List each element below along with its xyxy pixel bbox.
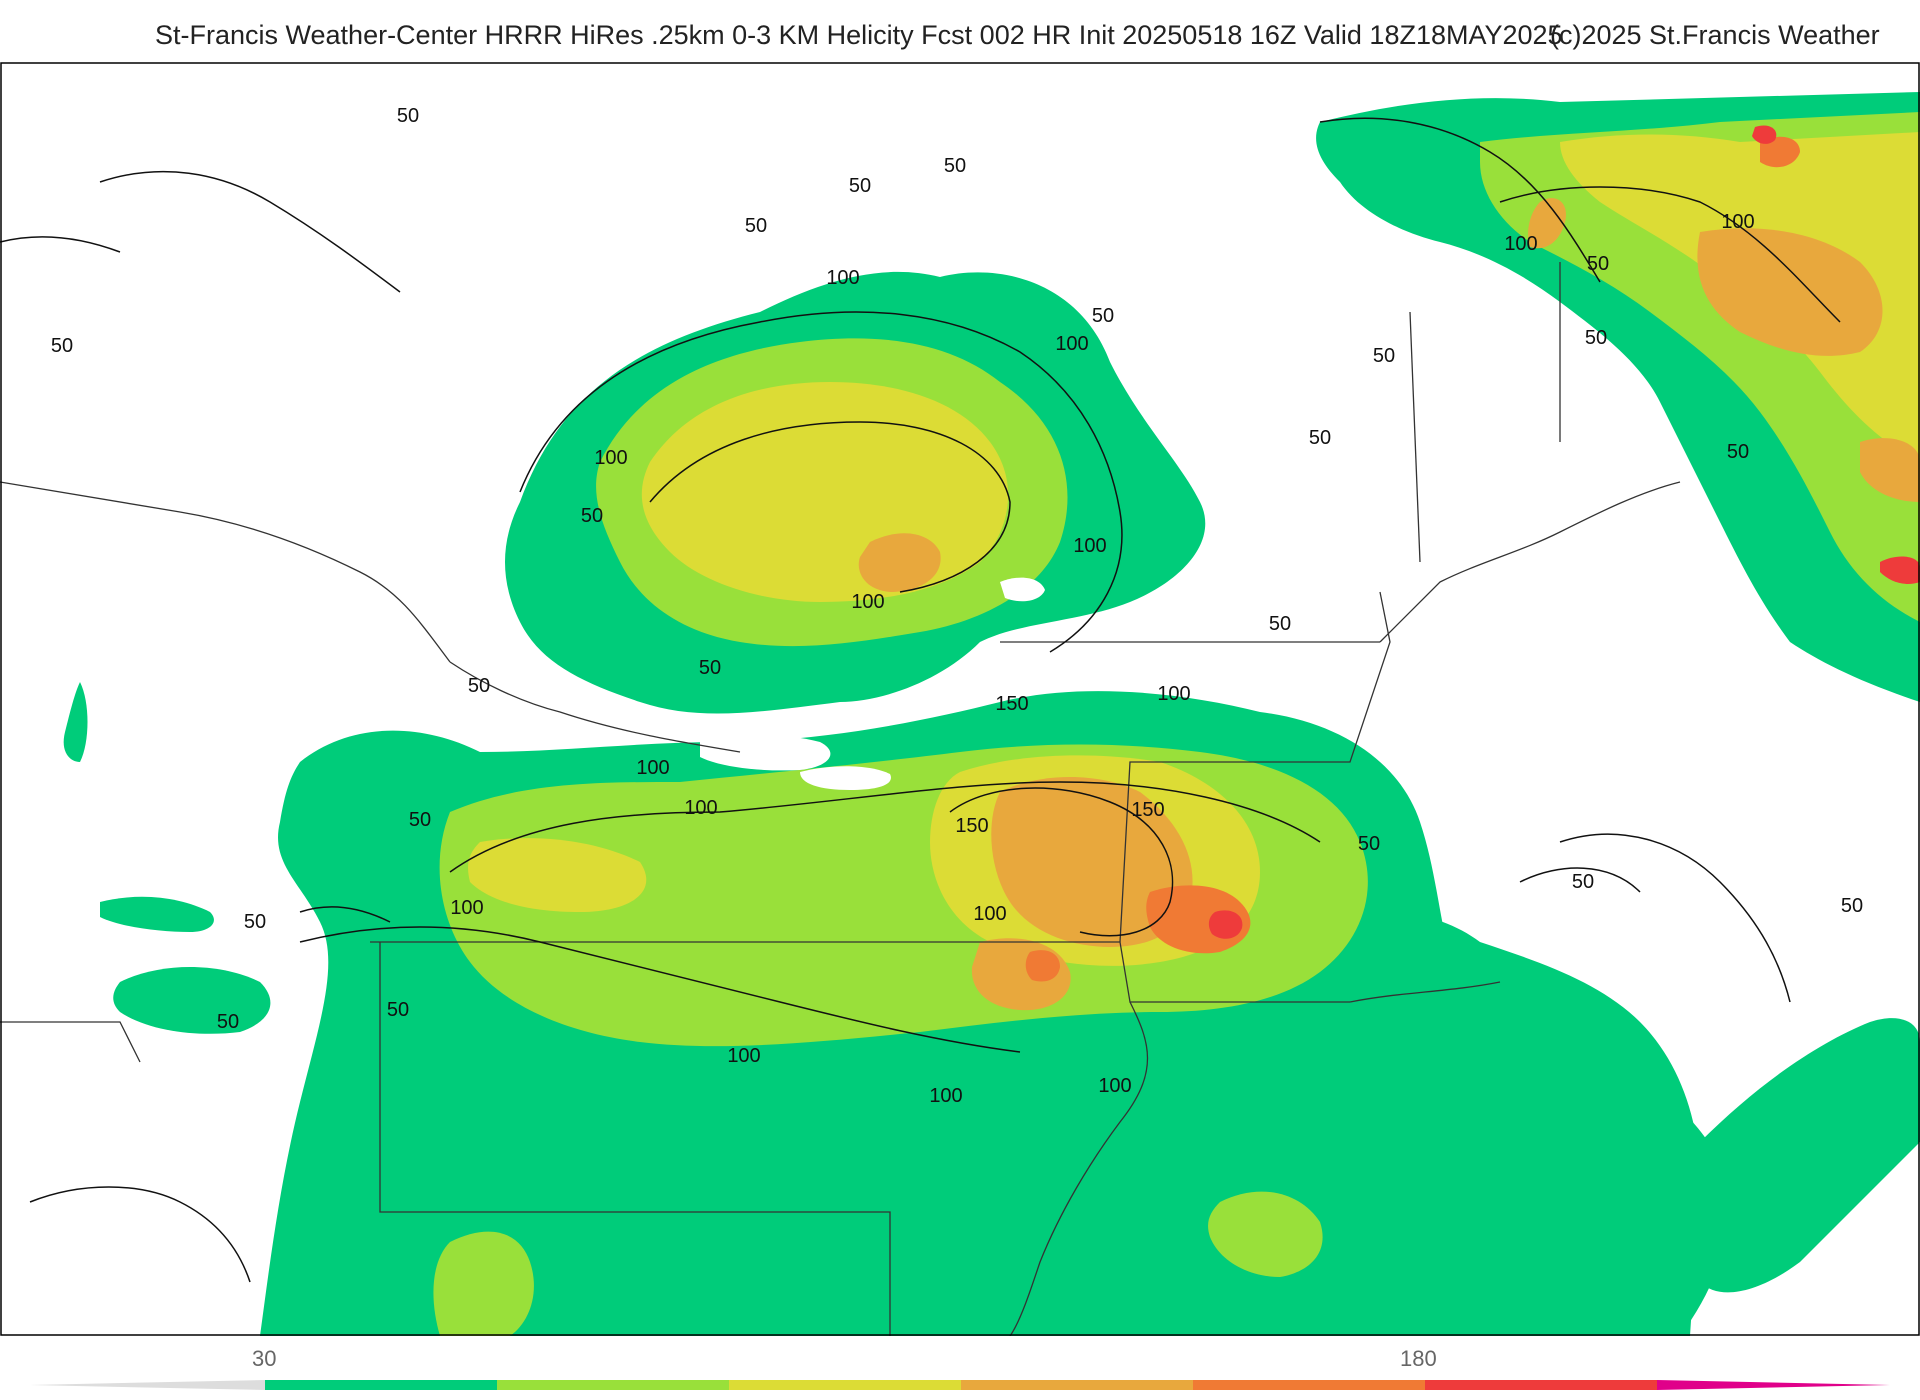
colorbar-bin [961, 1380, 1193, 1390]
contour-label: 100 [851, 591, 884, 613]
contour-label: 150 [955, 815, 988, 837]
contour-label: 100 [636, 757, 669, 779]
colorbar-label: 180 [1400, 1346, 1437, 1371]
contour-label: 50 [745, 215, 767, 237]
contour-label: 100 [929, 1085, 962, 1107]
contour-label: 50 [699, 657, 721, 679]
contour-label: 100 [826, 267, 859, 289]
contour-label: 100 [973, 903, 1006, 925]
contour-label: 50 [1841, 895, 1863, 917]
contour-label: 100 [684, 797, 717, 819]
contour-label: 50 [397, 105, 419, 127]
helicity-shade-180 [1208, 125, 1920, 939]
contour-label: 50 [849, 175, 871, 197]
colorbar-tail-low [30, 1380, 265, 1390]
map-frame [0, 62, 1920, 1336]
contour-label: 100 [727, 1045, 760, 1067]
contour-label: 150 [1131, 799, 1164, 821]
contour-label: 50 [1358, 833, 1380, 855]
colorbar-bin [729, 1380, 961, 1390]
product-title: St-Francis Weather-Center HRRR HiRes .25… [155, 20, 1563, 50]
contour-label: 50 [944, 155, 966, 177]
contour-label: 50 [1572, 871, 1594, 893]
contour-label: 50 [1269, 613, 1291, 635]
colorbar-bin [265, 1380, 497, 1390]
contour-label: 50 [387, 999, 409, 1021]
contour-label: 50 [468, 675, 490, 697]
contour-label: 50 [1373, 345, 1395, 367]
helicity-map: 50 50 50 50 50 50 50 50 50 50 50 50 50 5… [0, 62, 1920, 1336]
contour-label: 50 [244, 911, 266, 933]
contour-label: 50 [1727, 441, 1749, 463]
contour-label: 100 [1055, 333, 1088, 355]
colorbar-strip [30, 1380, 1890, 1390]
helicity-shade-120 [858, 198, 1920, 1011]
contour-label: 50 [581, 505, 603, 527]
contour-label: 50 [1092, 305, 1114, 327]
contour-label: 150 [995, 693, 1028, 715]
helicity-contour-lines [0, 117, 1841, 1283]
unshaded-gaps [700, 170, 1045, 790]
contour-label: 50 [1587, 253, 1609, 275]
contour-label: 100 [1157, 683, 1190, 705]
contour-label: 100 [1504, 233, 1537, 255]
map-boundaries [0, 262, 1681, 1336]
colorbar-tail-high [1657, 1380, 1890, 1390]
map-title: St-Francis Weather-Center HRRR HiRes .25… [0, 14, 1920, 54]
contour-labels: 50 50 50 50 50 50 50 50 50 50 50 50 50 5… [51, 105, 1863, 1107]
contour-label: 50 [51, 335, 73, 357]
colorbar-bin [1425, 1380, 1657, 1390]
contour-label: 50 [1585, 327, 1607, 349]
colorbar-label: 30 [252, 1346, 277, 1371]
contour-label: 100 [1098, 1075, 1131, 1097]
contour-label: 100 [1073, 535, 1106, 557]
contour-label: 100 [594, 447, 627, 469]
colorbar-bin [497, 1380, 729, 1390]
contour-label: 50 [409, 809, 431, 831]
colorbar: 30 180 [0, 1340, 1920, 1400]
contour-label: 100 [450, 897, 483, 919]
copyright-text: (c)2025 St.Francis Weather [1550, 20, 1880, 50]
contour-label: 100 [1721, 211, 1754, 233]
contour-label: 50 [1309, 427, 1331, 449]
contour-label: 50 [217, 1011, 239, 1033]
colorbar-bin [1193, 1380, 1425, 1390]
